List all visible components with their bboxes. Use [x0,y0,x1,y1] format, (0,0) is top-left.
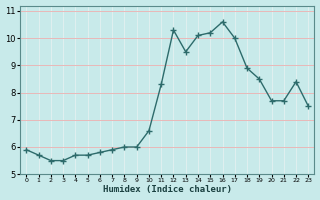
X-axis label: Humidex (Indice chaleur): Humidex (Indice chaleur) [103,185,232,194]
